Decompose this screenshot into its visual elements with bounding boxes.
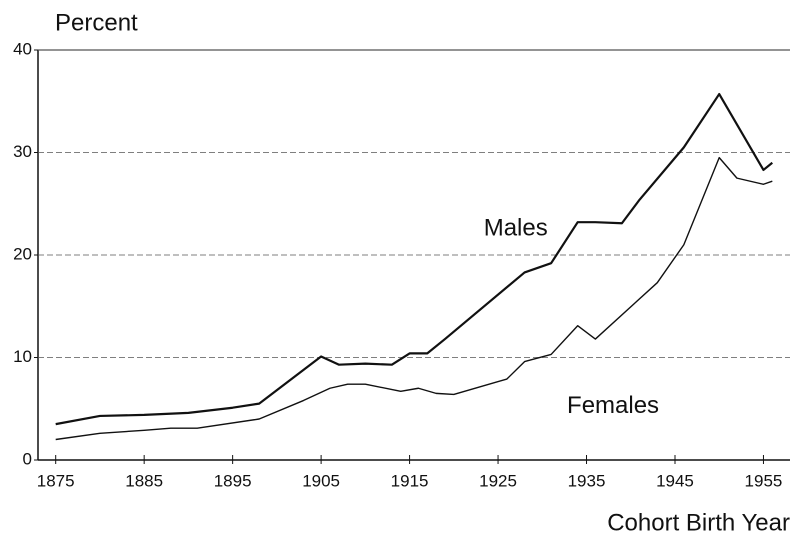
x-tick-label: 1955 — [745, 471, 783, 490]
y-tick-label: 0 — [23, 449, 32, 468]
y-axis-label: Percent — [55, 9, 138, 36]
x-tick-label: 1915 — [391, 471, 429, 490]
y-tick-label: 10 — [13, 347, 32, 366]
x-tick-label: 1925 — [479, 471, 517, 490]
x-tick-label: 1945 — [656, 471, 694, 490]
x-axis-label: Cohort Birth Year — [607, 509, 790, 536]
x-tick-label: 1895 — [214, 471, 252, 490]
x-tick-label: 1905 — [302, 471, 340, 490]
x-tick-label: 1885 — [125, 471, 163, 490]
series-line — [55, 92, 773, 426]
series-label: Males — [484, 215, 548, 242]
series-label: Females — [567, 392, 659, 419]
y-tick-label: 40 — [13, 39, 32, 58]
x-tick-label: 1875 — [37, 471, 75, 490]
y-tick-label: 20 — [13, 244, 32, 263]
x-tick-label: 1935 — [568, 471, 606, 490]
y-tick-label: 30 — [13, 142, 32, 161]
series-line — [55, 156, 773, 441]
